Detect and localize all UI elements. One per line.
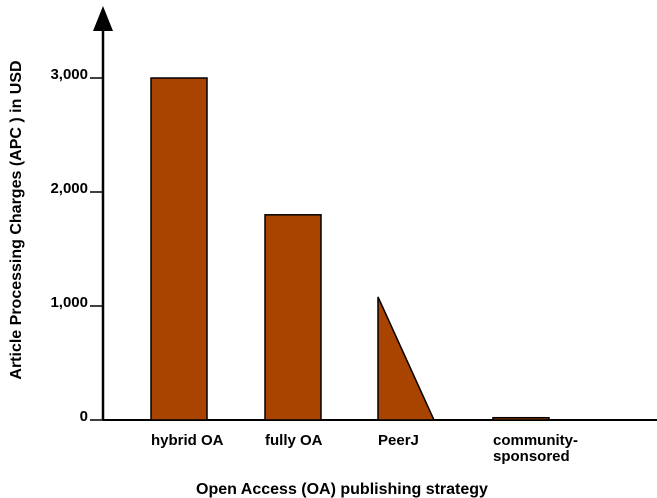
- category-label: sponsored: [493, 448, 570, 465]
- y-tick-label: 2,000: [50, 180, 88, 197]
- category-label: community-: [493, 432, 578, 449]
- bar-peerj: [377, 296, 436, 421]
- category-label: PeerJ: [378, 432, 419, 449]
- y-tick-label: 0: [80, 408, 88, 425]
- bars: [150, 77, 550, 421]
- y-tick-label: 1,000: [50, 294, 88, 311]
- y-axis-title: Article Processing Charges (APC ) in USD: [8, 60, 25, 379]
- y-tick-label: 3,000: [50, 66, 88, 83]
- category-label: hybrid OA: [151, 432, 224, 449]
- category-label: fully OA: [265, 432, 323, 449]
- y-axis-arrowhead: [93, 6, 113, 31]
- x-axis-title: Open Access (OA) publishing strategy: [196, 481, 488, 498]
- bar-1: [264, 214, 322, 421]
- bar-0: [150, 77, 208, 421]
- y-ticks: 0 1,000 2,000 3,000: [50, 66, 103, 425]
- category-labels: hybrid OA fully OA PeerJ community-sponsore…: [151, 432, 578, 465]
- bar-3: [492, 416, 550, 421]
